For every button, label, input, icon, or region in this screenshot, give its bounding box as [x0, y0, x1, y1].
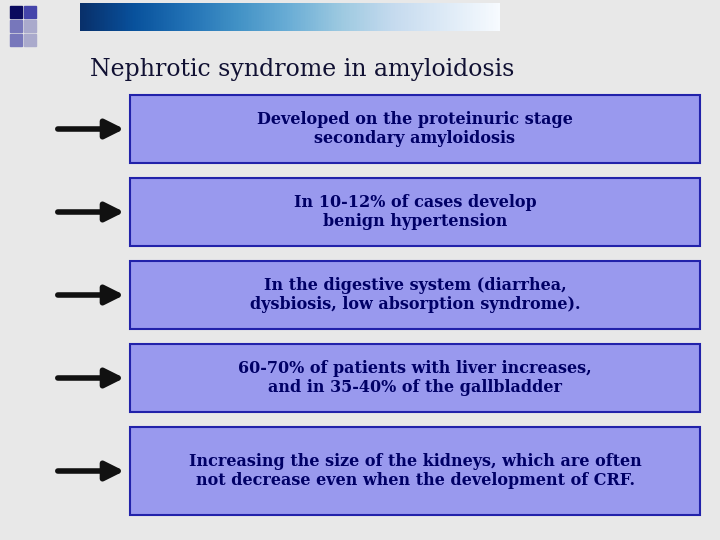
Bar	[24, 20, 36, 32]
Text: Developed on the proteinuric stage
secondary amyloidosis: Developed on the proteinuric stage secon…	[257, 111, 573, 147]
Text: Increasing the size of the kidneys, which are often
not decrease even when the d: Increasing the size of the kidneys, whic…	[189, 453, 642, 489]
FancyBboxPatch shape	[130, 344, 700, 412]
FancyBboxPatch shape	[130, 95, 700, 163]
Text: In 10-12% of cases develop
benign hypertension: In 10-12% of cases develop benign hypert…	[294, 194, 536, 230]
Text: 60-70% of patients with liver increases,
and in 35-40% of the gallbladder: 60-70% of patients with liver increases,…	[238, 360, 592, 396]
Text: In the digestive system (diarrhea,
dysbiosis, low absorption syndrome).: In the digestive system (diarrhea, dysbi…	[250, 276, 580, 313]
FancyBboxPatch shape	[130, 427, 700, 515]
Bar	[24, 34, 36, 46]
FancyBboxPatch shape	[130, 178, 700, 246]
Bar	[10, 6, 22, 18]
Text: Nephrotic syndrome in amyloidosis: Nephrotic syndrome in amyloidosis	[90, 58, 514, 81]
Bar	[24, 6, 36, 18]
FancyBboxPatch shape	[130, 261, 700, 329]
Bar	[10, 34, 22, 46]
Bar	[10, 20, 22, 32]
